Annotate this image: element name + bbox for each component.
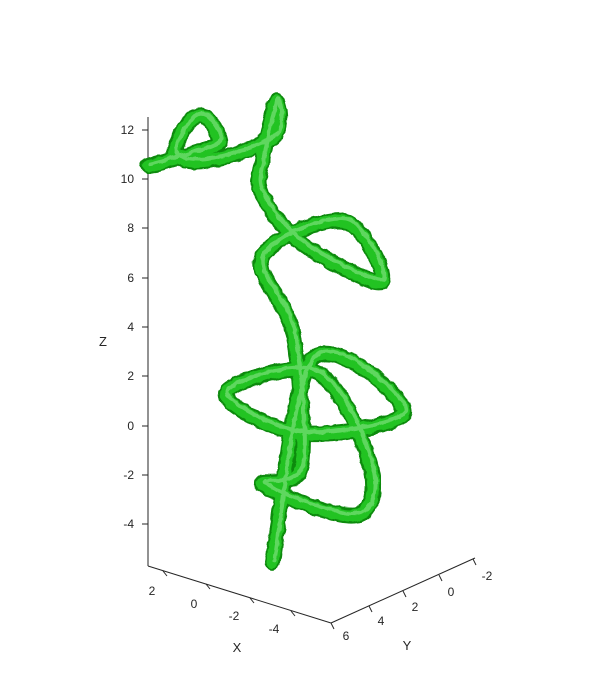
x-ticks: 2 0 -2 -4	[149, 570, 296, 636]
z-axis-label: Z	[99, 334, 107, 349]
z-tick-label: 12	[121, 123, 135, 137]
y-axis-label: Y	[403, 638, 412, 653]
z-tick-label: 8	[127, 221, 134, 235]
y-tick-label: 4	[378, 614, 385, 628]
y-tick-label: 2	[412, 600, 419, 614]
z-tick-label: 6	[127, 271, 134, 285]
z-tick-label: -4	[123, 517, 134, 531]
y-ticks: 6 4 2 0 -2	[330, 558, 493, 643]
x-tick-label: -4	[269, 622, 280, 636]
y-axis-line	[330, 557, 476, 624]
z-tick-label: -2	[123, 468, 134, 482]
y-tick-label: 0	[448, 585, 455, 599]
z-ticks: 12 10 8 6 4 2 0 -2 -4	[121, 123, 148, 531]
z-tick-label: 4	[127, 320, 134, 334]
x-axis-label: X	[233, 640, 242, 655]
z-tick-label: 0	[127, 419, 134, 433]
x-tick-label: 2	[149, 584, 156, 598]
axes	[147, 117, 476, 624]
x-axis-line	[147, 565, 332, 624]
tube-surface	[139, 93, 413, 571]
x-tick-label: -2	[229, 609, 240, 623]
tube-highlight	[147, 97, 409, 563]
z-tick-label: 10	[121, 172, 135, 186]
y-tick-label: 6	[343, 629, 350, 643]
x-tick-label: 0	[191, 597, 198, 611]
z-tick-label: 2	[127, 369, 134, 383]
y-tick-label: -2	[482, 569, 493, 583]
